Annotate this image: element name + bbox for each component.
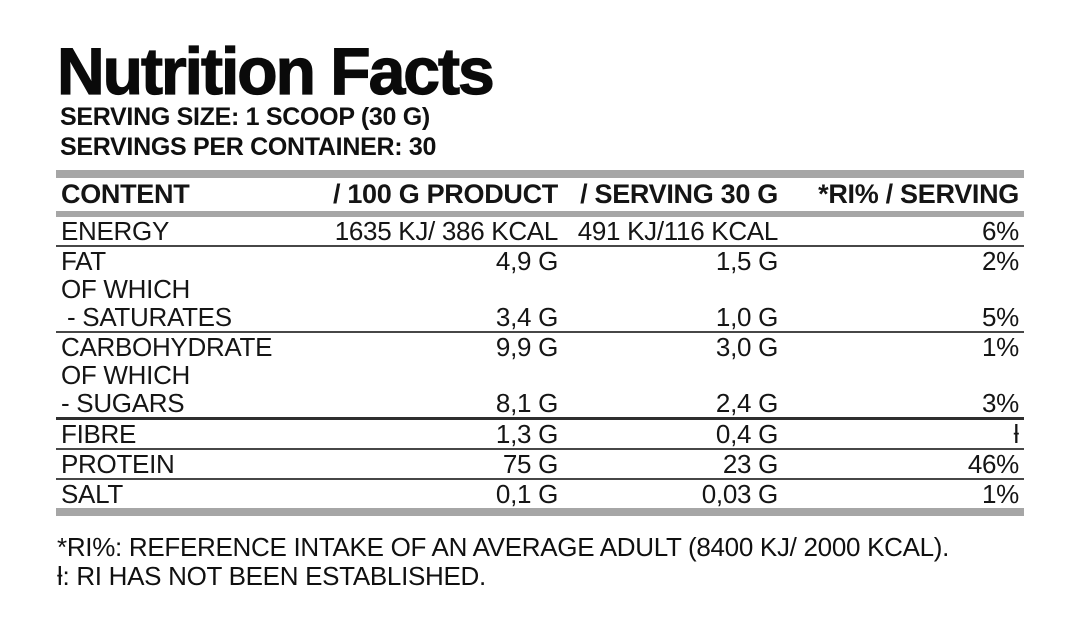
table-row-carbohydrate: CARBOHYDRATE 9,9 G 3,0 G 1%	[56, 333, 1024, 361]
table-row-fat: FAT 4,9 G 1,5 G 2%	[56, 247, 1024, 275]
row-ri-value: 1%	[982, 479, 1019, 509]
table-header-bottom-bar	[56, 211, 1024, 217]
row-ri-value: 3%	[982, 388, 1019, 418]
servings-per-container-text: SERVINGS PER CONTAINER: 30	[60, 133, 437, 161]
footnote-ri-definition: *RI%: REFERENCE INTAKE OF AN AVERAGE ADU…	[57, 532, 950, 562]
table-bottom-bar	[56, 508, 1024, 516]
row-per100-value: 8,1 G	[495, 388, 558, 418]
column-header-content: CONTENT	[61, 179, 190, 209]
row-label: OF WHICH	[61, 360, 191, 390]
row-per100-value: 0,1 G	[495, 479, 558, 509]
footnote-ri-not-established: ƚ: RI HAS NOT BEEN ESTABLISHED.	[57, 561, 486, 591]
row-label: ENERGY	[61, 216, 170, 246]
row-serving-value: 0,03 G	[701, 479, 779, 509]
row-serving-value: 1,5 G	[715, 246, 778, 276]
row-label: OF WHICH	[61, 274, 191, 304]
row-ri-value: 5%	[982, 302, 1019, 332]
table-row-saturates: - SATURATES 3,4 G 1,0 G 5%	[56, 303, 1024, 333]
row-per100-value: 1635 KJ/ 386 KCAL	[334, 216, 559, 246]
row-serving-value: 0,4 G	[715, 419, 778, 449]
table-row-sugars: - SUGARS 8,1 G 2,4 G 3%	[56, 389, 1024, 420]
row-ri-value: 6%	[982, 216, 1019, 246]
column-header-per-100g: / 100 G PRODUCT	[332, 179, 558, 209]
row-ri-value: 2%	[982, 246, 1019, 276]
table-row-of-which-carbohydrate: OF WHICH	[56, 361, 1024, 389]
row-ri-value: ƚ	[1013, 419, 1020, 449]
row-label: FAT	[61, 246, 106, 276]
row-serving-value: 2,4 G	[715, 388, 778, 418]
column-header-ri-per-serving: *RI% / SERVING	[818, 179, 1019, 209]
row-label: - SUGARS	[61, 388, 185, 418]
row-label: SALT	[61, 479, 123, 509]
row-serving-value: 23 G	[722, 449, 778, 479]
table-row-protein: PROTEIN 75 G 23 G 46%	[56, 450, 1024, 480]
page-title: Nutrition Facts	[56, 34, 495, 108]
table-row-of-which-fat: OF WHICH	[56, 275, 1024, 303]
table-row-salt: SALT 0,1 G 0,03 G 1%	[56, 480, 1024, 508]
row-serving-value: 3,0 G	[715, 332, 778, 362]
row-serving-value: 491 KJ/116 KCAL	[577, 216, 779, 246]
row-ri-value: 46%	[967, 449, 1019, 479]
nutrition-table: CONTENT / 100 G PRODUCT / SERVING 30 G *…	[56, 170, 1024, 516]
column-header-per-serving: / SERVING 30 G	[580, 179, 778, 209]
table-header-row: CONTENT / 100 G PRODUCT / SERVING 30 G *…	[56, 178, 1024, 211]
row-serving-value: 1,0 G	[715, 302, 778, 332]
table-top-bar	[56, 170, 1024, 178]
row-per100-value: 3,4 G	[495, 302, 558, 332]
row-per100-value: 4,9 G	[495, 246, 558, 276]
row-per100-value: 75 G	[502, 449, 558, 479]
row-label: FIBRE	[61, 419, 137, 449]
row-ri-value: 1%	[982, 332, 1019, 362]
row-per100-value: 9,9 G	[495, 332, 558, 362]
row-per100-value: 1,3 G	[495, 419, 558, 449]
table-row-energy: ENERGY 1635 KJ/ 386 KCAL 491 KJ/116 KCAL…	[56, 217, 1024, 247]
table-row-fibre: FIBRE 1,3 G 0,4 G ƚ	[56, 420, 1024, 450]
row-label: - SATURATES	[67, 302, 232, 332]
serving-size-text: SERVING SIZE: 1 SCOOP (30 G)	[60, 103, 430, 131]
row-label: CARBOHYDRATE	[61, 332, 273, 362]
row-label: PROTEIN	[61, 449, 175, 479]
